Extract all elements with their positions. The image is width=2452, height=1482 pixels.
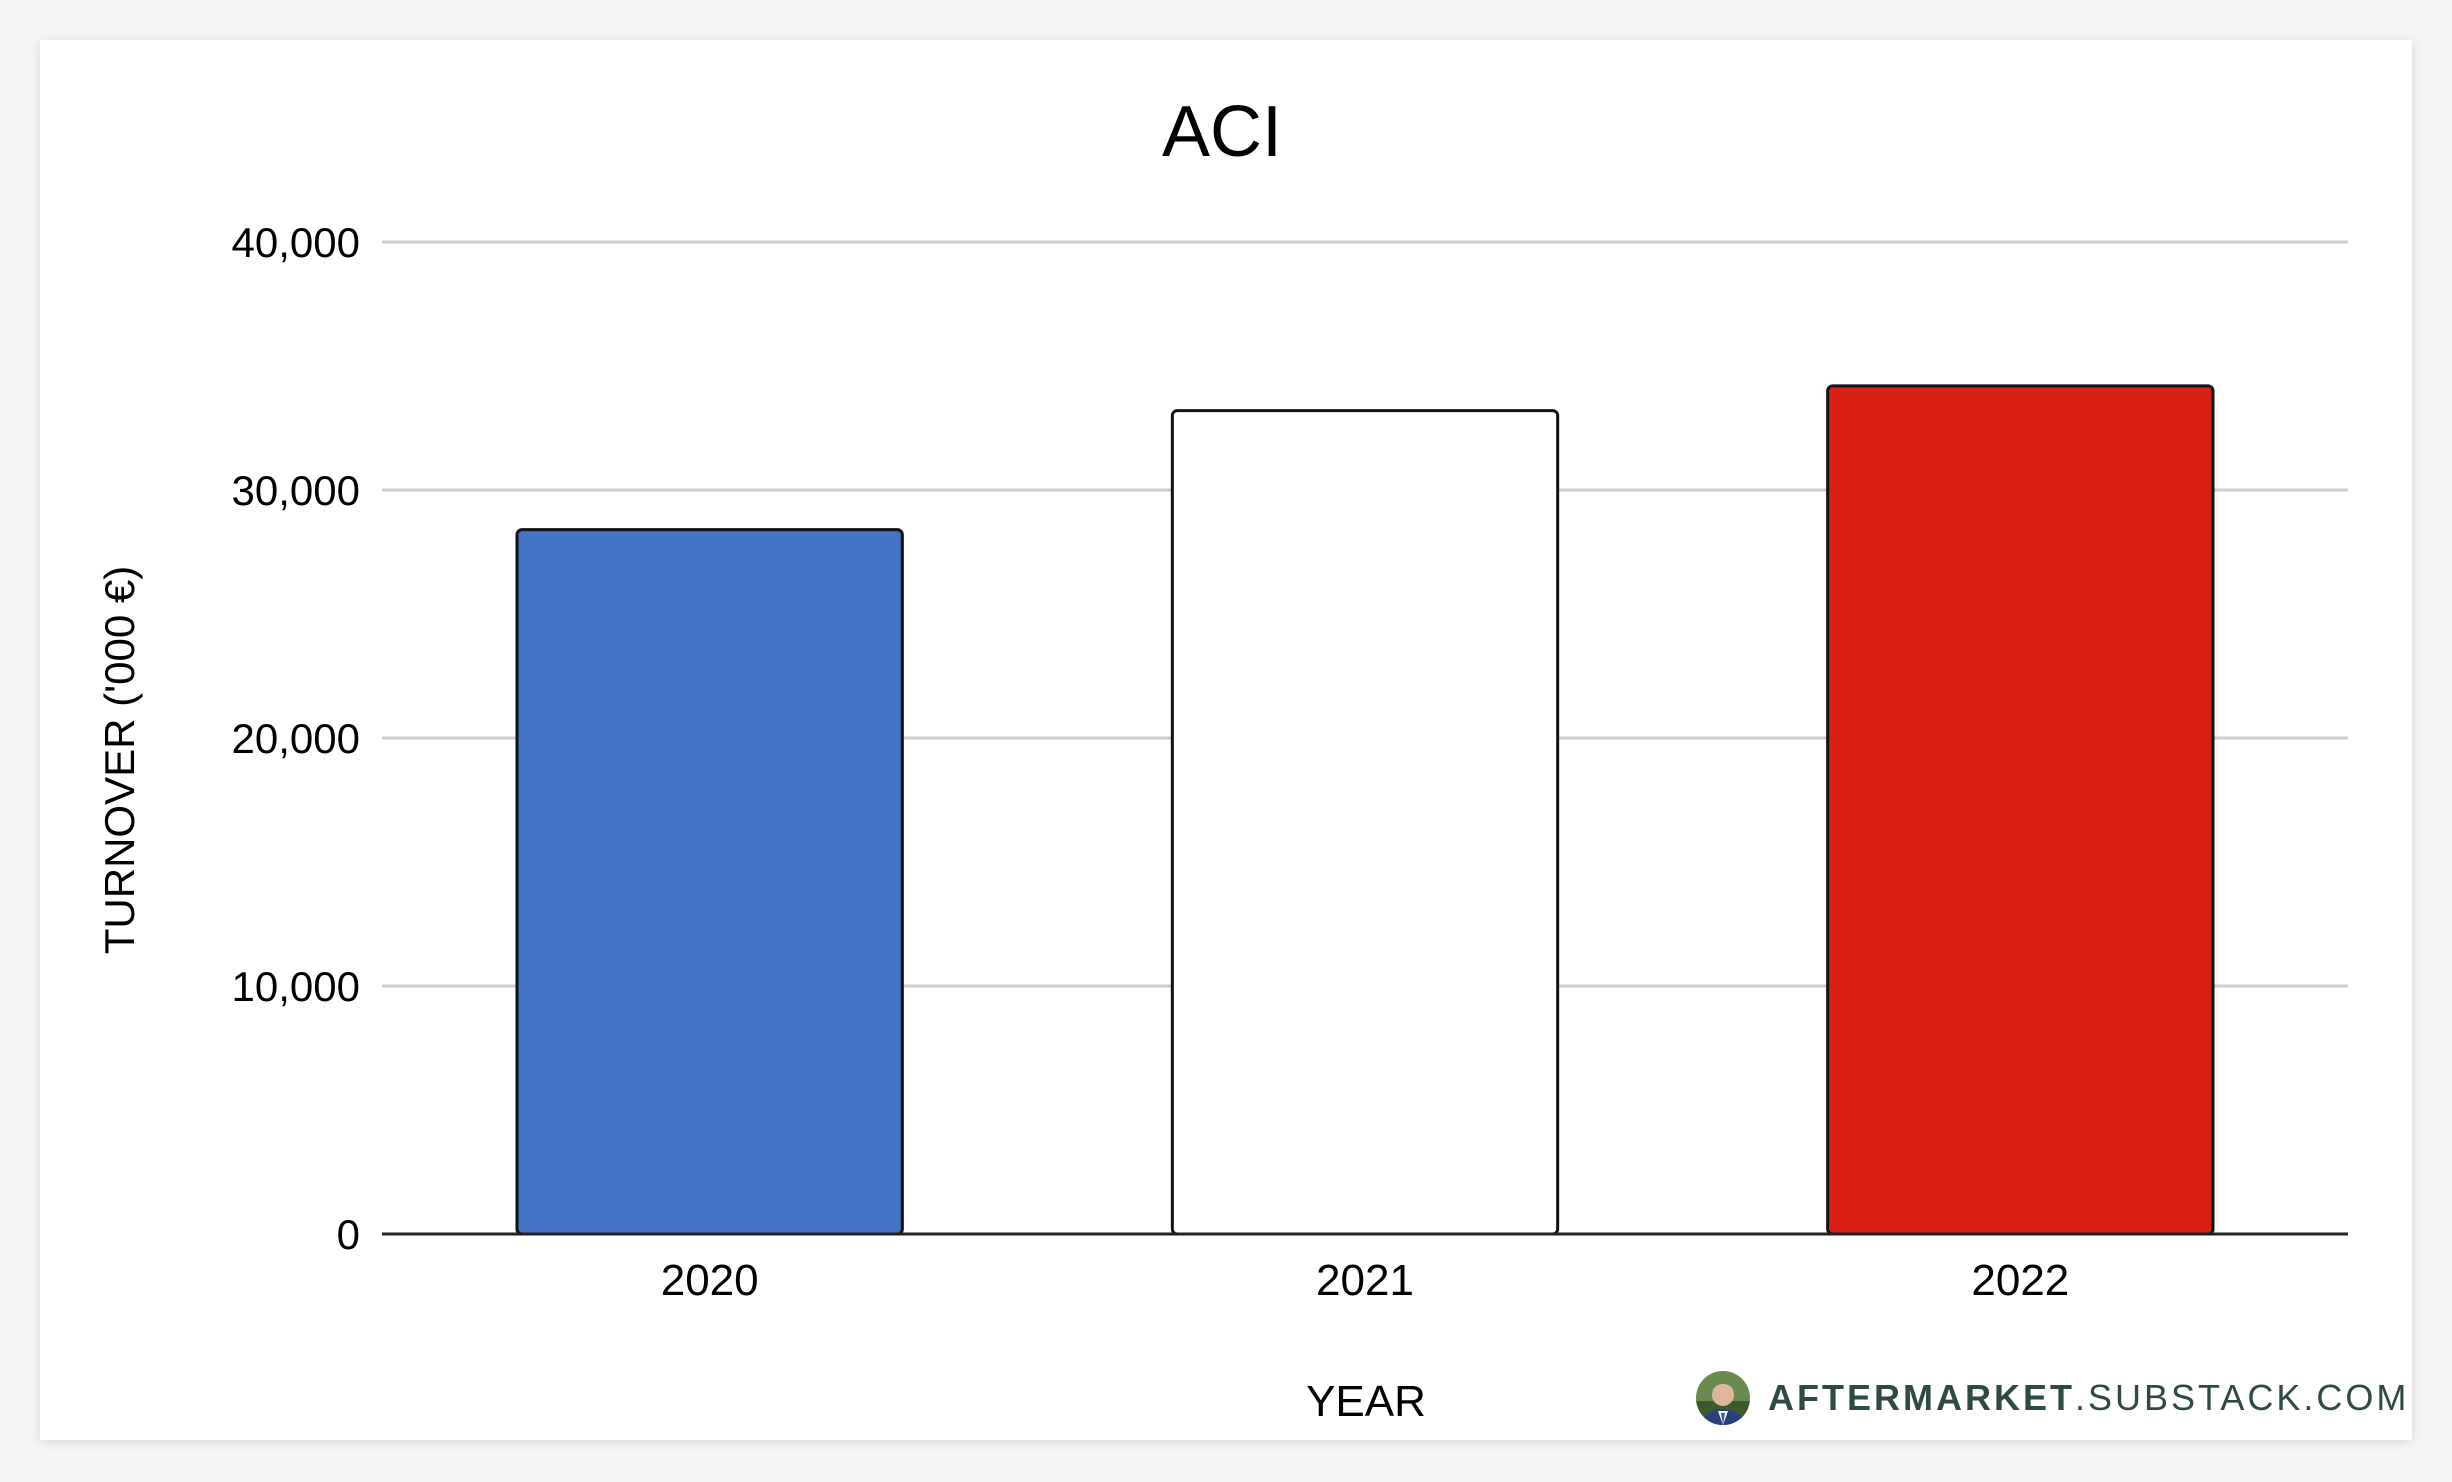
y-tick-labels: 0 10,000 20,000 30,000 40,000 [232,219,360,1258]
bar-2021 [1170,409,1560,1236]
y-tick-label: 10,000 [232,963,360,1010]
brand-name-domain: .SUBSTACK.COM [2074,1377,2410,1418]
y-tick-label: 40,000 [232,219,360,266]
brand-watermark: AFTERMARKET.SUBSTACK.COM [1696,1368,2409,1428]
y-axis-label: TURNOVER ('000 €) [96,566,143,954]
bar-2020 [515,528,904,1236]
brand-name-bold: AFTERMARKET [1768,1377,2075,1418]
x-axis-label: YEAR [1306,1377,1426,1426]
y-tick-label: 0 [337,1211,360,1258]
bar-2022 [1826,384,2215,1236]
brand-name: AFTERMARKET.SUBSTACK.COM [1768,1377,2409,1419]
x-tick-label: 2021 [1316,1256,1414,1305]
author-portrait-icon [1696,1371,1750,1425]
y-tick-label: 20,000 [232,715,360,762]
bars [515,384,2215,1236]
x-tick-label: 2020 [661,1256,759,1305]
y-tick-label: 30,000 [232,467,360,514]
x-tick-labels: 2020 2021 2022 [661,1256,2070,1305]
x-tick-label: 2022 [1971,1256,2069,1305]
chart-title: ACI [1162,92,1282,172]
